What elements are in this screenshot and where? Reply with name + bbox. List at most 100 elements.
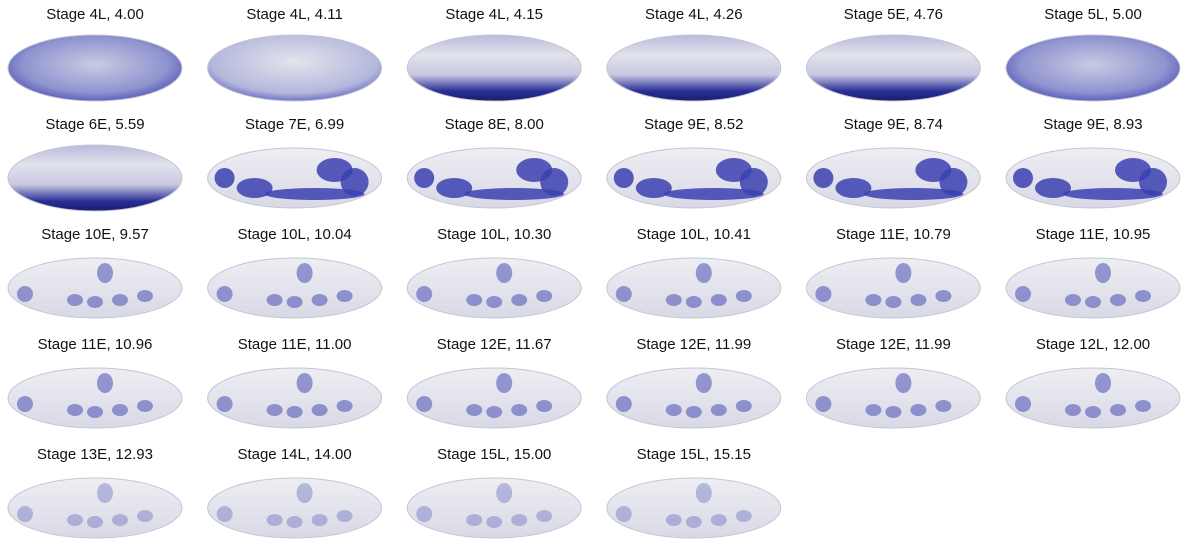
stain bbox=[736, 510, 752, 522]
stain bbox=[416, 396, 432, 412]
page: {"panels": [ {"label": "Stage 4L, 4.00"}… bbox=[0, 0, 1189, 544]
panel-label: Stage 12E, 11.99 bbox=[636, 336, 751, 353]
panel: Stage 12E, 11.99 bbox=[806, 336, 980, 428]
stain bbox=[416, 506, 432, 522]
stain bbox=[297, 263, 313, 283]
panel: Stage 8E, 8.00 bbox=[407, 116, 581, 208]
stain bbox=[815, 396, 831, 412]
stain bbox=[895, 373, 911, 393]
panel: Stage 15L, 15.00 bbox=[407, 446, 581, 538]
stain bbox=[863, 188, 963, 200]
panel: Stage 4L, 4.00 bbox=[8, 6, 182, 101]
panel: Stage 11E, 10.96 bbox=[8, 336, 182, 428]
stain bbox=[217, 506, 233, 522]
embryo-image bbox=[8, 258, 182, 318]
panel: Stage 13E, 12.93 bbox=[8, 446, 182, 538]
stain bbox=[1013, 168, 1033, 188]
panel: Stage 12L, 12.00 bbox=[1006, 336, 1180, 428]
stain bbox=[614, 168, 634, 188]
stain bbox=[666, 514, 682, 526]
stain bbox=[935, 290, 951, 302]
stain bbox=[686, 406, 702, 418]
stain bbox=[87, 406, 103, 418]
embryo-image bbox=[607, 35, 781, 101]
panel-label: Stage 13E, 12.93 bbox=[37, 446, 153, 463]
stain bbox=[337, 510, 353, 522]
stain bbox=[496, 373, 512, 393]
stain bbox=[666, 294, 682, 306]
panel: Stage 5L, 5.00 bbox=[1006, 6, 1180, 101]
stain bbox=[486, 296, 502, 308]
stain bbox=[466, 294, 482, 306]
panel: Stage 9E, 8.93 bbox=[1006, 116, 1180, 208]
embryo-image bbox=[407, 35, 581, 101]
stain bbox=[217, 286, 233, 302]
stain bbox=[536, 290, 552, 302]
embryo-image bbox=[8, 368, 182, 428]
stain bbox=[312, 514, 328, 526]
stain bbox=[287, 406, 303, 418]
stain bbox=[97, 263, 113, 283]
embryo-image bbox=[407, 478, 581, 538]
panel-label: Stage 12E, 11.99 bbox=[836, 336, 951, 353]
panel-label: Stage 11E, 10.79 bbox=[836, 226, 951, 243]
stain bbox=[1063, 188, 1163, 200]
stain bbox=[137, 400, 153, 412]
stain bbox=[17, 506, 33, 522]
panel-label: Stage 10L, 10.04 bbox=[237, 226, 351, 243]
stain bbox=[337, 400, 353, 412]
stain bbox=[17, 396, 33, 412]
panel: Stage 11E, 11.00 bbox=[208, 336, 382, 428]
embryo-image bbox=[1006, 35, 1180, 101]
stain bbox=[297, 373, 313, 393]
stain bbox=[616, 286, 632, 302]
panel: Stage 10E, 9.57 bbox=[8, 226, 182, 318]
stain bbox=[287, 296, 303, 308]
embryo-image bbox=[806, 35, 980, 101]
panel-label: Stage 10L, 10.30 bbox=[437, 226, 551, 243]
stain bbox=[17, 286, 33, 302]
stain bbox=[736, 400, 752, 412]
panel: Stage 4L, 4.11 bbox=[208, 6, 382, 101]
panel-label: Stage 4L, 4.26 bbox=[645, 6, 743, 23]
panel-label: Stage 9E, 8.52 bbox=[644, 116, 743, 133]
embryo-image bbox=[208, 258, 382, 318]
panel: Stage 14L, 14.00 bbox=[208, 446, 382, 538]
panel-label: Stage 14L, 14.00 bbox=[237, 446, 351, 463]
panel-label: Stage 10E, 9.57 bbox=[41, 226, 149, 243]
stain bbox=[686, 296, 702, 308]
stain bbox=[67, 514, 83, 526]
stain bbox=[536, 400, 552, 412]
stain bbox=[910, 294, 926, 306]
panel-label: Stage 10L, 10.41 bbox=[637, 226, 751, 243]
panel: Stage 15L, 15.15 bbox=[607, 446, 781, 538]
stain bbox=[1085, 296, 1101, 308]
embryo-image bbox=[208, 368, 382, 428]
stain bbox=[267, 404, 283, 416]
embryo-image bbox=[806, 368, 980, 428]
panel-label: Stage 12L, 12.00 bbox=[1036, 336, 1150, 353]
stain bbox=[711, 514, 727, 526]
stain bbox=[267, 294, 283, 306]
panel-label: Stage 11E, 11.00 bbox=[238, 336, 352, 353]
stain bbox=[1135, 400, 1151, 412]
panel-label: Stage 8E, 8.00 bbox=[445, 116, 544, 133]
stain bbox=[910, 404, 926, 416]
stain bbox=[112, 294, 128, 306]
stain bbox=[496, 483, 512, 503]
stain bbox=[112, 404, 128, 416]
stain bbox=[736, 290, 752, 302]
stain bbox=[137, 510, 153, 522]
stain bbox=[97, 373, 113, 393]
panel-grid: Stage 4L, 4.00 Stage 4L, 4.11 Stage 4L, 4.… bbox=[8, 6, 1180, 538]
panel-label: Stage 15L, 15.15 bbox=[637, 446, 751, 463]
stain bbox=[1015, 286, 1031, 302]
stain bbox=[865, 404, 881, 416]
stain bbox=[97, 483, 113, 503]
stain bbox=[511, 294, 527, 306]
stain bbox=[1065, 404, 1081, 416]
panel: Stage 4L, 4.26 bbox=[607, 6, 781, 101]
embryo-image bbox=[1006, 258, 1180, 318]
stain bbox=[813, 168, 833, 188]
stain bbox=[895, 263, 911, 283]
